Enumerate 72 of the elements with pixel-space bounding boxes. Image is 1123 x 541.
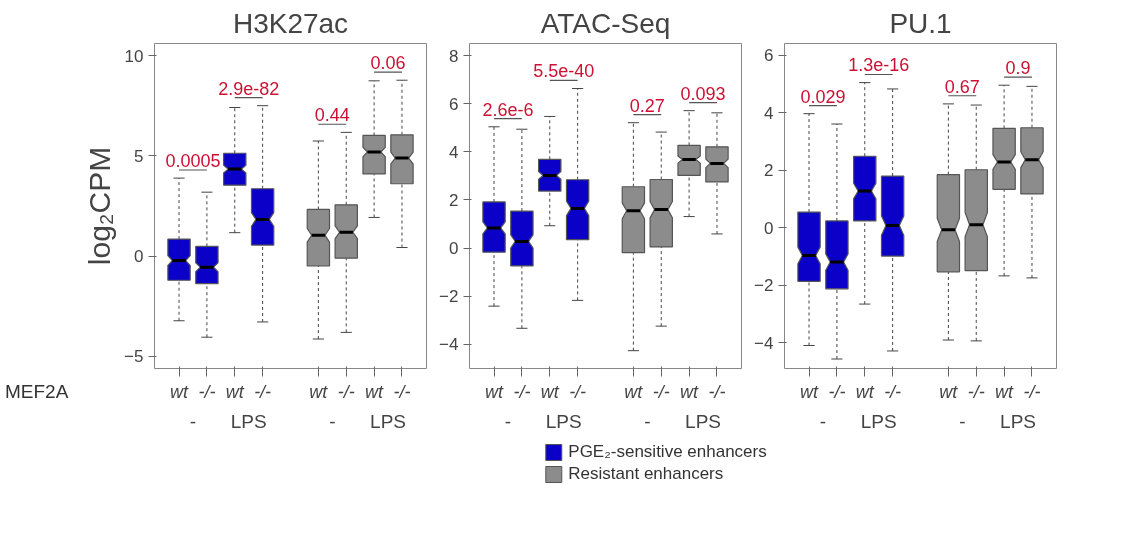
annotation: 0.9 (1005, 58, 1031, 79)
x-tick-label: -/- (393, 381, 411, 402)
legend-label: Resistant enhancers (568, 464, 724, 484)
annotation: 0.029 (800, 86, 846, 107)
x-tick-label: -/- (884, 381, 902, 402)
y-tick-label: 4 (764, 103, 774, 123)
y-tick-label: 2 (764, 161, 774, 181)
y-tick-label: 8 (449, 46, 459, 66)
x-tick-label: wt (680, 381, 700, 402)
text: - (189, 410, 197, 432)
x-tick-label: wt (309, 381, 329, 402)
y-tick-label: −5 (124, 347, 144, 367)
x-tick-label: wt (800, 381, 820, 402)
x-tick-label: -/- (652, 381, 670, 402)
x-tick-label: -/- (337, 381, 355, 402)
x-axis-title: MEF2A (5, 380, 69, 404)
chart-title: H3K27ac (232, 7, 349, 39)
x-tick-label: wt (485, 381, 505, 402)
text: LPS (860, 410, 897, 432)
x-tick-label: -/- (828, 381, 846, 402)
x-tick-label: wt (855, 381, 875, 402)
text: - (504, 410, 512, 432)
annotation: 0.06 (370, 53, 406, 74)
x-tick-label: -/- (513, 381, 531, 402)
y-tick-label: −4 (754, 333, 774, 353)
x-tick-label: wt (225, 381, 245, 402)
x-tick-label: wt (170, 381, 190, 402)
legend-label: PGE₂-sensitive enhancers (568, 442, 767, 462)
annotation: 1.3e-16 (848, 55, 910, 76)
annotation: 0.27 (629, 95, 665, 116)
annotation: 2.9e-82 (218, 78, 280, 99)
x-tick-label: -/- (1023, 381, 1041, 402)
x-tick-label: -/- (967, 381, 985, 402)
annotation: 2.6e-6 (482, 99, 534, 120)
x-tick-label: -/- (254, 381, 272, 402)
x-tick-label: wt (624, 381, 644, 402)
y-tick-label: 5 (134, 146, 144, 166)
y-tick-label: −4 (439, 335, 459, 355)
x-tick-label: wt (939, 381, 959, 402)
y-tick-label: 6 (764, 46, 774, 65)
x-tick-label: wt (995, 381, 1015, 402)
text: - (644, 410, 651, 432)
annotation: 0.67 (944, 76, 980, 97)
annotation: 0.0005 (165, 150, 221, 171)
annotation: 0.093 (680, 83, 726, 104)
x-tick-label: -/- (198, 381, 216, 402)
annotation: 5.5e-40 (533, 61, 595, 82)
text: LPS (545, 410, 582, 432)
y-tick-label: 10 (124, 46, 144, 66)
text: LPS (685, 410, 722, 432)
y-tick-label: 6 (449, 94, 459, 114)
text: - (329, 410, 336, 432)
y-tick-label: 4 (449, 142, 459, 162)
y-tick-label: 0 (764, 218, 774, 238)
chart-title: PU.1 (889, 7, 952, 39)
x-tick-label: -/- (569, 381, 587, 402)
y-tick-label: −2 (439, 287, 459, 307)
y-tick-label: 0 (449, 239, 459, 259)
y-tick-label: 0 (134, 247, 144, 267)
text: LPS (370, 410, 407, 432)
text: - (959, 410, 966, 432)
y-tick-label: 2 (449, 190, 459, 210)
chart-title: ATAC-Seq (540, 7, 671, 39)
y-axis-title: log₂CPM (83, 146, 117, 266)
x-tick-label: -/- (708, 381, 726, 402)
annotation: 0.44 (314, 105, 350, 126)
text: LPS (230, 410, 267, 432)
x-tick-label: wt (540, 381, 560, 402)
text: LPS (1000, 410, 1037, 432)
x-tick-label: wt (365, 381, 385, 402)
text: - (819, 410, 827, 432)
y-tick-label: −2 (754, 276, 774, 296)
